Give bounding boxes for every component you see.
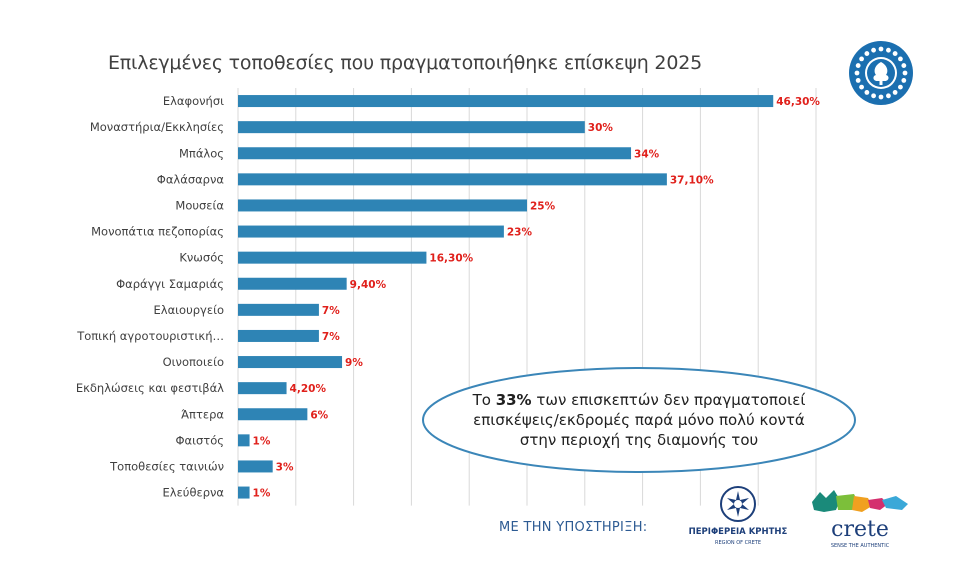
category-label: Κνωσός <box>179 251 224 265</box>
emblem-logo <box>849 41 913 105</box>
category-label: Ελεύθερνα <box>163 486 225 500</box>
emblem-star <box>864 51 870 56</box>
region-name-en: REGION OF CRETE <box>715 540 761 546</box>
bar <box>238 486 250 499</box>
emblem-star <box>855 78 861 83</box>
category-label: Μουσεία <box>175 198 224 212</box>
data-label: 1% <box>253 488 271 500</box>
emblem-star <box>878 94 884 100</box>
data-label: 25% <box>530 200 556 212</box>
callout-pre: Το <box>472 391 496 409</box>
category-label: Μοναστήρια/Εκκλησίες <box>90 120 224 134</box>
data-label: 7% <box>322 305 340 317</box>
callout-post: των επισκεπτών δεν πραγματοποιεί επισκέψ… <box>473 391 806 449</box>
emblem-star <box>902 70 908 76</box>
callout-border <box>422 367 856 473</box>
emblem-star <box>859 56 864 62</box>
bar <box>238 434 250 447</box>
bar <box>238 199 527 212</box>
emblem-star <box>871 93 876 99</box>
data-label: 6% <box>310 409 328 421</box>
bar <box>238 173 667 186</box>
category-label: Τοπική αγροτουριστική… <box>76 329 224 343</box>
crete-tagline: SENSE THE AUTHENTIC <box>831 543 890 549</box>
data-label: 9% <box>345 357 363 369</box>
bar <box>238 251 427 264</box>
region-name: ΠΕΡΙΦΕΡΕΙΑ ΚΡΗΤΗΣ <box>689 527 788 537</box>
category-label: Οινοποιείο <box>163 355 224 369</box>
bar <box>238 147 632 160</box>
data-label: 37,10% <box>670 174 714 186</box>
emblem-star <box>898 56 903 62</box>
data-label: 4,20% <box>290 383 327 395</box>
support-label: ΜΕ ΤΗΝ ΥΠΟΣΤΗΡΙΞΗ: <box>499 520 648 535</box>
emblem-star <box>886 47 891 53</box>
emblem-star <box>878 46 884 52</box>
bar <box>238 329 319 342</box>
emblem-star <box>892 90 898 95</box>
data-label: 46,30% <box>776 96 820 108</box>
emblem-star <box>859 84 864 90</box>
bar <box>238 408 308 421</box>
category-label: Φαράγγι Σαμαριάς <box>116 277 224 291</box>
data-label: 30% <box>588 122 614 134</box>
callout-highlight: 33% <box>495 391 532 409</box>
emblem-star <box>892 51 898 56</box>
emblem-star <box>864 90 870 95</box>
emblem-star <box>898 84 903 90</box>
category-label: Φαιστός <box>175 433 224 447</box>
bar <box>238 225 504 238</box>
data-label: 23% <box>507 227 533 239</box>
emblem-star <box>854 70 860 76</box>
data-label: 34% <box>634 148 660 160</box>
chart-title: Επιλεγμένες τοποθεσίες που πραγματοποιήθ… <box>108 52 702 74</box>
bar <box>238 382 287 395</box>
bar <box>238 277 347 290</box>
callout-text: Το 33% των επισκεπτών δεν πραγματοποιεί … <box>420 365 858 475</box>
emblem-star <box>901 63 907 68</box>
category-label: Μπάλος <box>179 146 224 160</box>
emblem-star <box>871 47 876 53</box>
category-label: Ελαφονήσι <box>163 94 224 108</box>
data-label: 9,40% <box>350 279 387 291</box>
data-label: 1% <box>253 435 271 447</box>
bar <box>238 121 585 134</box>
emblem-star <box>886 93 891 99</box>
category-label: Φαλάσαρνα <box>157 172 225 186</box>
category-label: Τοποθεσίες ταινιών <box>109 459 224 473</box>
crete-brand-logo: crete SENSE THE AUTHENTIC <box>812 490 908 549</box>
emblem-star <box>901 78 907 83</box>
bar <box>238 95 774 108</box>
emblem-star <box>855 63 861 68</box>
bar <box>238 460 273 473</box>
category-label: Ελαιουργείο <box>154 303 224 317</box>
callout-ellipse: Το 33% των επισκεπτών δεν πραγματοποιεί … <box>420 365 858 475</box>
data-label: 3% <box>276 461 294 473</box>
bar <box>238 356 343 369</box>
data-label: 16,30% <box>429 253 473 265</box>
data-label: 7% <box>322 331 340 343</box>
bar <box>238 303 319 316</box>
region-of-crete-logo: ΠΕΡΙΦΕΡΕΙΑ ΚΡΗΤΗΣ REGION OF CRETE <box>689 486 788 546</box>
crete-word: crete <box>831 517 889 542</box>
category-label: Άπτερα <box>181 407 224 421</box>
category-label: Εκδηλώσεις και φεστιβάλ <box>76 381 224 395</box>
category-label: Μονοπάτια πεζοπορίας <box>91 225 224 239</box>
